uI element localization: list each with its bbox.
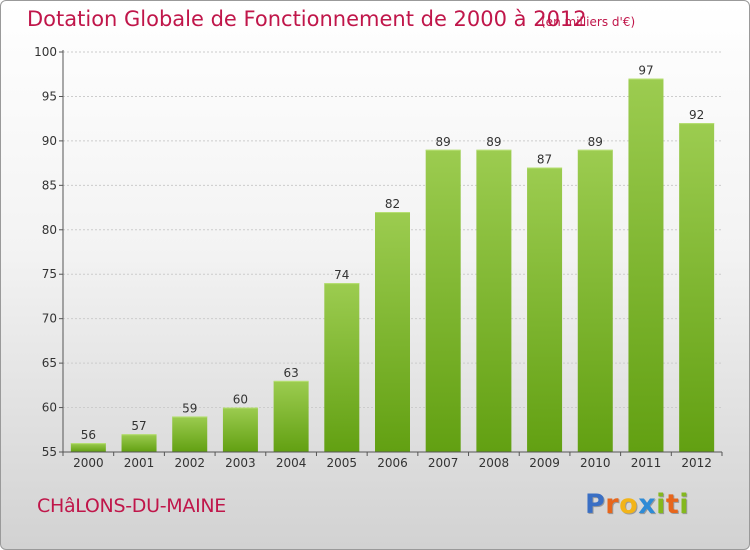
x-tick-label: 2012 <box>681 456 712 470</box>
logo-letter: r <box>605 489 620 520</box>
commune-name: CHâLONS-DU-MAINE <box>37 495 226 517</box>
data-label: 56 <box>81 428 96 442</box>
data-label: 59 <box>182 401 197 415</box>
x-tick-label: 2011 <box>631 456 662 470</box>
x-tick-label: 2007 <box>428 456 459 470</box>
data-label: 97 <box>638 64 653 78</box>
data-label: 63 <box>283 366 298 380</box>
x-tick-label: 2003 <box>225 456 256 470</box>
x-tick-label: 2004 <box>276 456 307 470</box>
x-tick-label: 2006 <box>377 456 408 470</box>
bar <box>375 212 410 452</box>
x-tick-label: 2002 <box>174 456 205 470</box>
logo-letter: i <box>679 489 690 520</box>
bar <box>324 283 360 452</box>
bar <box>628 78 664 453</box>
x-tick-label: 2005 <box>327 456 358 470</box>
proxiti-logo: Proxiti <box>585 489 689 520</box>
x-tick-label: 2008 <box>479 456 510 470</box>
bar <box>172 416 208 452</box>
bar <box>527 167 563 453</box>
x-tick-label: 2009 <box>529 456 560 470</box>
data-label: 89 <box>486 135 501 149</box>
x-tick-label: 2001 <box>124 456 155 470</box>
y-tick-label: 75 <box>42 267 57 281</box>
bar <box>222 407 258 452</box>
y-tick-label: 65 <box>42 356 57 370</box>
data-label: 89 <box>436 135 451 149</box>
y-tick-label: 95 <box>42 89 57 103</box>
data-label: 60 <box>233 393 248 407</box>
bar <box>577 149 613 452</box>
bar <box>679 123 715 452</box>
y-tick-label: 100 <box>34 45 57 59</box>
logo-letter: i <box>656 489 666 520</box>
bar <box>425 149 461 452</box>
data-label: 89 <box>588 135 603 149</box>
logo-letter: x <box>638 489 657 520</box>
logo-letter: P <box>585 489 606 520</box>
bar <box>476 149 512 452</box>
y-tick-label: 80 <box>42 223 57 237</box>
logo-letter: o <box>619 489 639 520</box>
y-tick-label: 60 <box>42 401 57 415</box>
chart-title: Dotation Globale de Fonctionnement de 20… <box>27 7 587 31</box>
data-label: 92 <box>689 108 704 122</box>
unit-note: (en milliers d'€) <box>541 15 636 29</box>
data-label: 57 <box>131 419 146 433</box>
x-tick-label: 2010 <box>580 456 611 470</box>
y-tick-label: 70 <box>42 312 57 326</box>
y-tick-label: 55 <box>42 445 57 459</box>
y-tick-label: 85 <box>42 178 57 192</box>
data-label: 74 <box>334 268 349 282</box>
bar <box>121 434 157 452</box>
data-label: 87 <box>537 153 552 167</box>
y-tick-label: 90 <box>42 134 57 148</box>
data-label: 82 <box>385 197 400 211</box>
bar <box>273 380 309 452</box>
x-tick-label: 2000 <box>73 456 104 470</box>
bar <box>70 443 106 452</box>
logo-letter: t <box>665 489 680 520</box>
